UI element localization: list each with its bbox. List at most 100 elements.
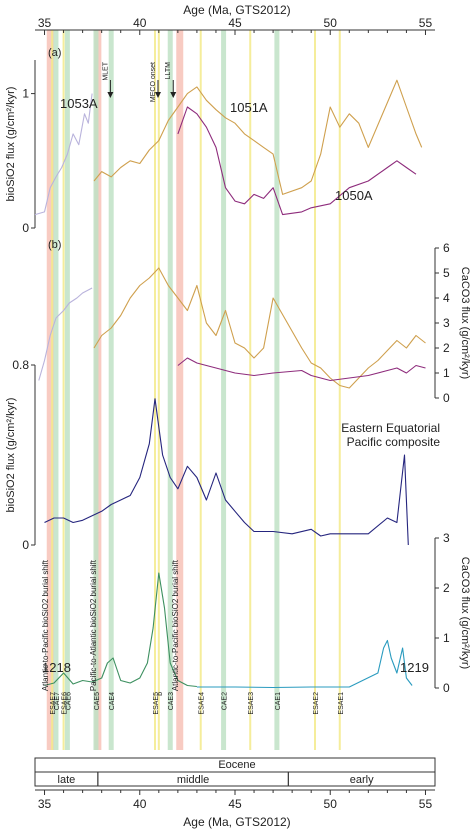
y-tick-label-b: 4: [443, 291, 450, 305]
event-band-10: [221, 30, 227, 750]
shift-label-0: Atlantic-to-Pacific bioSiO2 burial shift: [41, 559, 50, 691]
event-band-0: [51, 30, 54, 750]
event-band-1: [53, 30, 59, 750]
site-label-0: 1053A: [60, 96, 98, 111]
event-band-label-0: ESAE7: [50, 692, 57, 715]
y-axis-label-b: CaCO3 flux (g/cm²/kyr): [459, 267, 471, 379]
subepoch-label-0: late: [58, 774, 76, 786]
series-line-b-1: [93, 267, 426, 389]
y-tick-label-a: 1: [22, 87, 29, 101]
y-tick-label-d: 2: [443, 581, 450, 595]
data-series: [34, 79, 426, 689]
bottom-tick-label: 35: [38, 797, 52, 811]
event-arrowhead-0: [107, 92, 114, 98]
top-tick-label: 45: [228, 16, 242, 30]
shift-label-1: Pacific-to-Atlantic bioSiO2 burial shift: [89, 559, 98, 691]
y-tick-label-b: 5: [443, 266, 450, 280]
composite-label-line2: Pacific composite: [347, 435, 441, 449]
site-label-2: 1050A: [335, 188, 373, 203]
site-label-3: 1218: [42, 660, 71, 675]
y-tick-label-c: 0: [22, 538, 29, 552]
event-band-label-13: ESAE2: [313, 692, 320, 715]
event-band-label-4: CAE5: [94, 692, 101, 710]
series-line-b-2: [177, 357, 426, 382]
y-tick-label-d: 0: [443, 681, 450, 695]
event-arrowhead-1: [155, 92, 161, 98]
event-band-12: [274, 30, 280, 750]
event-label-1: MECO onset: [150, 62, 157, 102]
event-band-label-1: CAE7: [54, 692, 61, 710]
epoch-label: Eocene: [218, 759, 255, 771]
top-tick-label: 35: [38, 16, 52, 30]
panel-a-label: (a): [48, 47, 61, 59]
event-band-7: [157, 30, 160, 750]
bottom-axis-label: Age (Ma, GTS2012): [183, 815, 290, 829]
event-band-label-7: b: [157, 692, 164, 696]
event-bands: [46, 30, 341, 750]
event-band-14: [338, 30, 341, 750]
event-band-2: [62, 30, 65, 750]
y-axis-label-d: CaCO3 flux (g/cm²/kyr): [459, 557, 471, 669]
y-axis-label-a: bioSiO2 flux (g/cm²/kyr): [5, 87, 17, 202]
series-line-a-2: [177, 106, 417, 216]
top-tick-label: 40: [133, 16, 147, 30]
event-band-label-3: CAE6: [65, 692, 72, 710]
event-band-label-14: ESAE1: [338, 692, 345, 715]
y-tick-label-d: 1: [443, 631, 450, 645]
event-band-label-6: ESAE5: [153, 692, 160, 715]
event-band-label-9: ESAE4: [199, 692, 206, 715]
bottom-tick-label: 45: [228, 797, 242, 811]
y-tick-label-a: 0: [22, 221, 29, 235]
event-band-11: [249, 30, 252, 750]
series-line-d-0: [44, 572, 197, 688]
series-line-a-0: [34, 93, 93, 216]
y-axis-label-c: bioSiO2 flux (g/cm²/kyr): [5, 398, 17, 513]
subepoch-label-1: middle: [177, 774, 209, 786]
event-band-5: [108, 30, 114, 750]
bottom-tick-label: 50: [324, 797, 338, 811]
panel-b-label: (b): [48, 239, 61, 251]
top-tick-label: 55: [419, 16, 433, 30]
y-tick-label-d: 3: [443, 531, 450, 545]
bottom-tick-label: 55: [419, 797, 433, 811]
event-band-9: [199, 30, 202, 750]
event-band-label-12: CAE1: [275, 692, 282, 710]
event-band-label-10: CAE2: [222, 692, 229, 710]
series-line-d-1: [196, 639, 413, 689]
event-arrowhead-2: [170, 92, 177, 98]
subepoch-box-2: [287, 771, 436, 787]
series-line-a-1: [93, 79, 423, 195]
event-band-4: [93, 30, 99, 750]
y-tick-label-b: 6: [443, 241, 450, 255]
top-tick-label: 50: [324, 16, 338, 30]
event-band-3: [64, 30, 70, 750]
event-band-6: [154, 30, 156, 750]
y-tick-label-b: 3: [443, 316, 450, 330]
site-label-1: 1051A: [230, 100, 268, 115]
y-tick-label-b: 0: [443, 391, 450, 405]
y-tick-label-c: 0.8: [12, 358, 29, 372]
composite-label-line1: Eastern Equatorial: [341, 421, 440, 435]
bottom-tick-label: 40: [133, 797, 147, 811]
shift-band-0: [46, 30, 54, 750]
event-band-label-8: CAE3: [168, 692, 175, 710]
site-label-4: 1219: [400, 660, 429, 675]
shift-band-2: [176, 30, 184, 750]
figure-labels: 1053A 1051A 1050A 1218 1219 MLET MECO onset LLT…: [41, 61, 429, 786]
event-band-label-5: CAE4: [109, 692, 116, 710]
y-tick-label-b: 1: [443, 366, 450, 380]
event-label-0: MLET: [102, 61, 109, 80]
series-line-b-0: [38, 287, 93, 381]
event-label-2: LLTM: [165, 62, 172, 80]
shift-label-2: Atlantic-to-Pacific bioSiO2 burial shift: [171, 559, 180, 691]
top-axis-label: Age (Ma, GTS2012): [183, 3, 290, 17]
event-band-label-2: ESAE6: [62, 692, 69, 715]
series-line-c-0: [44, 398, 409, 546]
event-band-8: [167, 30, 173, 750]
event-band-13: [314, 30, 316, 750]
event-band-label-11: ESAE3: [248, 692, 255, 715]
subepoch-label-2: early: [350, 774, 374, 786]
y-tick-label-b: 2: [443, 341, 450, 355]
